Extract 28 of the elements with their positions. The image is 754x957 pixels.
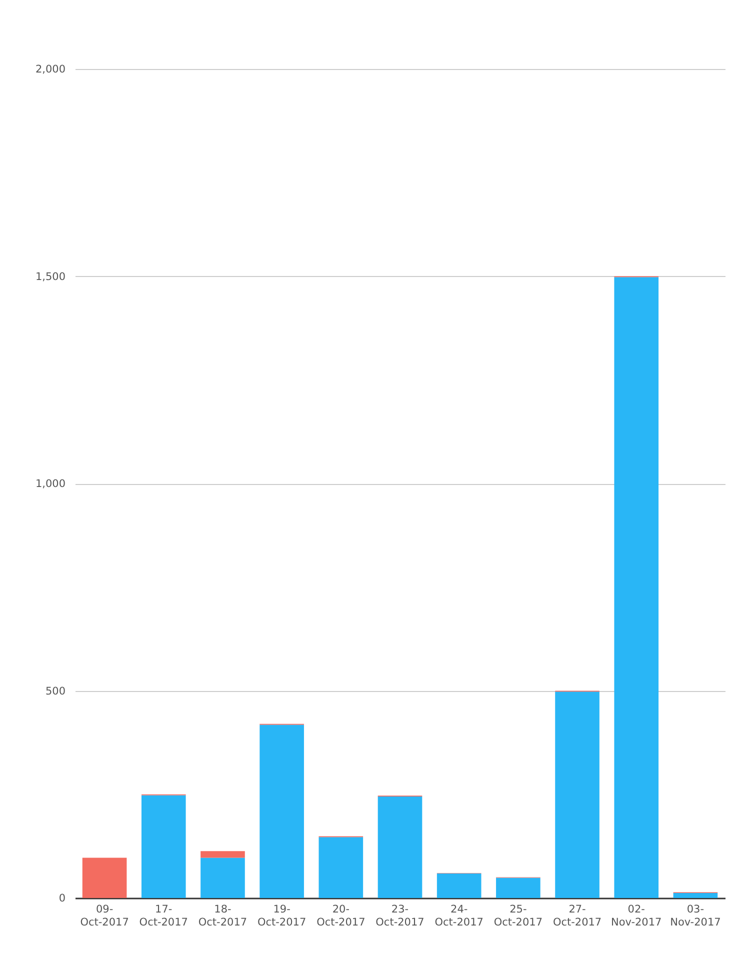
y-tick-label: 2,000: [35, 64, 66, 76]
x-tick-label: 17-Oct-2017: [139, 904, 188, 928]
bar: [141, 795, 186, 898]
bar: [318, 837, 364, 898]
bar: [614, 277, 659, 898]
bar: [200, 851, 245, 858]
bar: [555, 692, 600, 898]
x-tick-label: 23-Oct-2017: [376, 904, 424, 928]
y-tick-label: 0: [58, 892, 66, 904]
x-tick-label: 24-Oct-2017: [434, 904, 484, 928]
y-tick-label: 500: [45, 685, 66, 698]
y-tick-label: 1,500: [35, 270, 66, 283]
x-tick-label: 18-Oct-2017: [198, 904, 248, 928]
bar: [378, 796, 422, 898]
bar: [436, 874, 482, 898]
x-tick-label: 19-Oct-2017: [257, 904, 306, 928]
x-tick-label: 20-Oct-2017: [316, 904, 366, 928]
bar: [260, 724, 304, 898]
x-tick-label: 09-Oct-2017: [80, 904, 129, 928]
x-tick-label: 25-Oct-2017: [494, 904, 543, 928]
bar: [82, 858, 127, 898]
x-tick-label: 02-Nov-2017: [610, 904, 662, 928]
bar: [673, 893, 718, 898]
x-tick-label: 27-Oct-2017: [552, 904, 602, 928]
bar: [200, 858, 245, 898]
x-tick-label: 03-Nov-2017: [670, 904, 721, 928]
bar: [496, 878, 540, 898]
y-tick-label: 1,000: [35, 478, 66, 490]
